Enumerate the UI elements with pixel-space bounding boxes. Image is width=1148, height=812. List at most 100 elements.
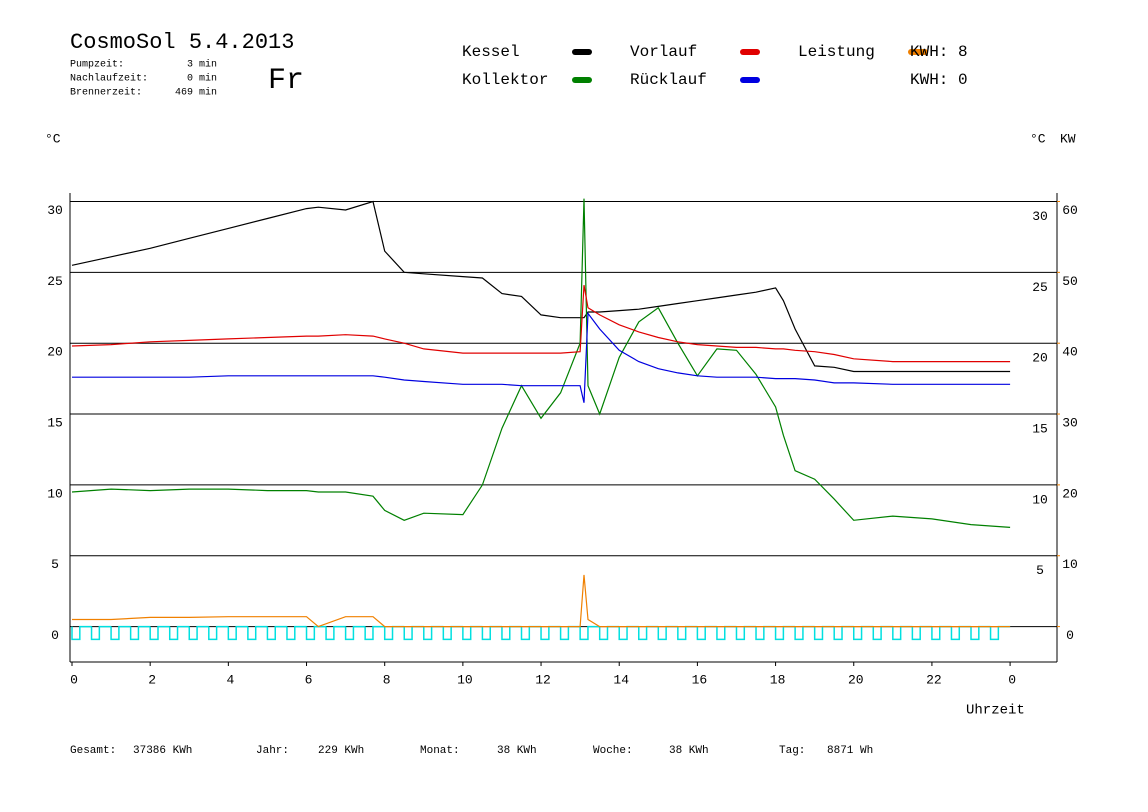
pump-pulse (383, 625, 405, 641)
footer-label: Gesamt: (70, 745, 116, 757)
pump-pulse (188, 625, 209, 641)
pump-pulse (325, 625, 346, 641)
pump-pulse (638, 625, 659, 641)
pump-pulse (794, 625, 815, 641)
x-tick-label: 10 (457, 672, 473, 687)
pump-pulse (559, 625, 581, 641)
legend-label: Leistung (798, 43, 875, 61)
pump-pulse (774, 625, 796, 641)
series-line (72, 574, 1011, 628)
pump-pulse (852, 625, 874, 641)
pump-pulse (833, 625, 854, 641)
footer-value: 8871 Wh (827, 745, 873, 757)
x-tick-label: 12 (535, 672, 551, 687)
x-tick-label: 14 (613, 672, 629, 687)
x-tick-label: 20 (848, 672, 864, 687)
legend-label: Kessel (462, 43, 520, 61)
pump-pulse (403, 625, 424, 641)
pump-pulse (813, 625, 835, 641)
y2-tick-label: 20 (1062, 486, 1078, 501)
y-tick-label-right: 10 (1032, 492, 1048, 507)
pump-pulse (657, 625, 678, 641)
pump-pulse (462, 625, 483, 641)
y2-tick-label: 30 (1062, 415, 1078, 430)
pump-pulse (247, 625, 268, 641)
info-label: Nachlaufzeit: (70, 73, 148, 85)
footer-label: Jahr: (256, 745, 289, 757)
series-line (72, 311, 1011, 403)
series-line (71, 200, 1011, 373)
pump-pulse (892, 625, 913, 641)
y2-axis-unit: KW (1060, 131, 1076, 146)
info-value: 0 min (187, 73, 217, 85)
pump-pulse (71, 625, 92, 641)
pump-pulse (716, 625, 737, 641)
series-line (71, 284, 1011, 363)
pump-pulse (598, 625, 620, 641)
x-tick-label: 2 (148, 672, 156, 687)
pump-pulse (129, 625, 151, 641)
x-tick-label: 6 (305, 672, 313, 687)
y-tick-label: 30 (47, 203, 63, 218)
x-tick-label: 8 (383, 672, 391, 687)
x-axis-label: Uhrzeit (966, 703, 1025, 719)
y-tick-label: 25 (47, 274, 63, 289)
x-tick-label: 18 (770, 672, 786, 687)
pump-pulse (677, 625, 698, 641)
pump-pulse (911, 625, 932, 641)
pump-pulse (481, 625, 502, 641)
pump-pulse (931, 625, 952, 641)
y-tick-label-right: 20 (1032, 351, 1048, 366)
pump-pulse (970, 625, 991, 641)
pump-pulse (442, 625, 463, 641)
footer-label: Monat: (420, 745, 460, 757)
info-value: 3 min (187, 59, 217, 71)
info-label: Pumpzeit: (70, 59, 124, 71)
y2-tick-label: 50 (1062, 274, 1078, 289)
pump-pulse (305, 625, 327, 641)
y2-tick-label: 40 (1062, 345, 1078, 360)
series-line (71, 198, 1011, 528)
y-tick-label: 15 (47, 415, 63, 430)
y2-tick-label: 0 (1066, 628, 1074, 643)
y2-tick-label: 60 (1062, 203, 1078, 218)
y-tick-label-right: 15 (1032, 421, 1048, 436)
y-tick-label: 0 (51, 628, 59, 643)
footer-value: 229 KWh (318, 745, 364, 757)
pump-pulse (735, 625, 757, 641)
footer-value: 38 KWh (497, 745, 537, 757)
footer-value: 37386 KWh (133, 745, 192, 757)
y2-tick-label: 10 (1062, 557, 1078, 572)
pump-pulse (90, 625, 112, 641)
x-tick-label: 0 (1008, 672, 1016, 687)
pump-pulse (989, 625, 1011, 641)
x-tick-label: 4 (226, 672, 234, 687)
y-tick-label-right: 30 (1032, 209, 1048, 224)
chart-title: CosmoSol 5.4.2013 (70, 30, 294, 55)
pump-pulse (618, 625, 639, 641)
pump-pulse (423, 625, 444, 641)
pump-pulse (520, 625, 542, 641)
pump-pulse (950, 625, 972, 641)
pump-pulse (364, 625, 385, 641)
info-label: Brennerzeit: (70, 87, 142, 99)
pump-pulse (579, 625, 600, 641)
x-tick-label: 16 (692, 672, 708, 687)
pump-pulse (227, 625, 248, 641)
legend-label: Kollektor (462, 71, 548, 89)
footer-value: 38 KWh (669, 745, 709, 757)
pump-pulse (149, 625, 170, 641)
y-axis-unit-right: °C (1030, 131, 1046, 146)
pump-pulse (286, 625, 307, 641)
pump-pulse (540, 625, 561, 641)
y-axis-unit: °C (45, 131, 61, 146)
y-tick-label-right: 5 (1036, 563, 1044, 578)
pump-pulse (168, 625, 190, 641)
pump-pulse (266, 625, 287, 641)
x-tick-label: 0 (70, 672, 78, 687)
pump-pulse (110, 625, 131, 641)
pump-pulse (755, 625, 776, 641)
legend-label: Vorlauf (630, 43, 697, 61)
y-tick-label: 10 (47, 486, 63, 501)
